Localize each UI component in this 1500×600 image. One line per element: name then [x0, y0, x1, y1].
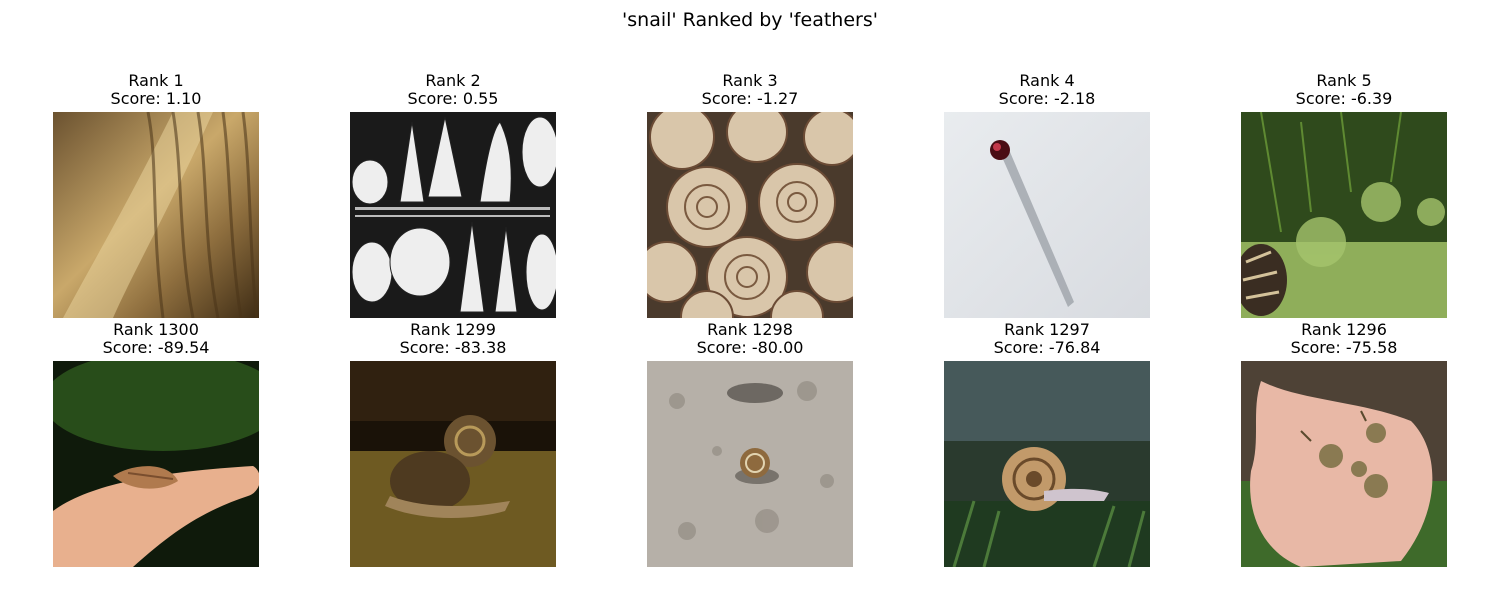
panel-rank-label: Rank 1298	[707, 320, 793, 339]
panel-rank-label: Rank 1299	[410, 320, 496, 339]
snail-in-green-plants-photo	[1241, 112, 1447, 318]
panel-score-label: Score: 0.55	[407, 89, 499, 108]
panel-score-label: Score: -2.18	[998, 89, 1096, 108]
snail-on-moss-photo	[944, 361, 1150, 567]
panel-score-label: Score: -89.54	[102, 338, 210, 357]
panel-score-label: Score: -75.58	[1290, 338, 1398, 357]
panel-score-label: Score: -6.39	[1295, 89, 1393, 108]
panel-score-label: Score: -76.84	[993, 338, 1101, 357]
seashell-engraving-illustration-photo	[350, 112, 556, 318]
panel-rank-label: Rank 1296	[1301, 320, 1387, 339]
panel-rank-label: Rank 1297	[1004, 320, 1090, 339]
panel-rank-label: Rank 1	[128, 71, 184, 90]
snails-in-hand-photo	[1241, 361, 1447, 567]
panel-rank-label: Rank 4	[1019, 71, 1075, 90]
panel-rank-label: Rank 1300	[113, 320, 199, 339]
small-shell-on-white-wall-photo	[944, 112, 1150, 318]
panel-score-label: Score: 1.10	[110, 89, 202, 108]
two-snails-at-night-photo	[350, 361, 556, 567]
panel-score-label: Score: -1.27	[701, 89, 799, 108]
panel-rank-label: Rank 3	[722, 71, 778, 90]
snail-on-palm-photo	[53, 361, 259, 567]
panel-score-label: Score: -83.38	[399, 338, 507, 357]
snail-on-concrete-photo	[647, 361, 853, 567]
snail-skin-closeup-photo	[53, 112, 259, 318]
figure-title: 'snail' Ranked by 'feathers'	[622, 9, 878, 31]
pile-of-snail-shells-photo	[647, 112, 853, 318]
panel-score-label: Score: -80.00	[696, 338, 804, 357]
panel-rank-label: Rank 5	[1316, 71, 1372, 90]
panel-rank-label: Rank 2	[425, 71, 481, 90]
